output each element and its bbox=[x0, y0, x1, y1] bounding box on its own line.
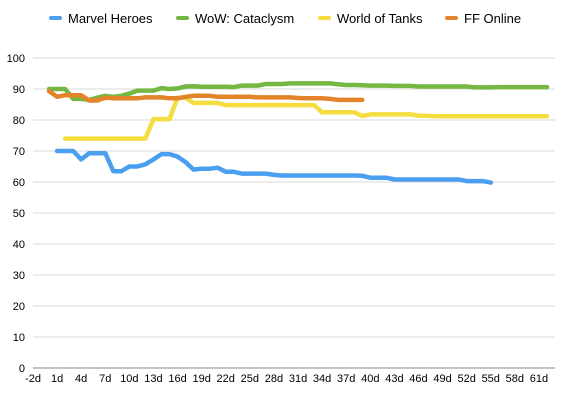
legend-swatch-marvel-heroes bbox=[49, 16, 62, 20]
x-tick-label: 52d bbox=[457, 373, 475, 385]
y-tick-label: 60 bbox=[13, 177, 25, 189]
x-tick-label: 37d bbox=[337, 373, 355, 385]
x-tick-label: -2d bbox=[25, 373, 41, 385]
x-tick-label: 43d bbox=[385, 373, 403, 385]
x-tick-label: 61d bbox=[530, 373, 548, 385]
series-line-ff-online bbox=[46, 88, 365, 103]
x-tick-label: 10d bbox=[120, 373, 138, 385]
grid bbox=[33, 57, 555, 369]
x-tick-label: 22d bbox=[217, 373, 235, 385]
legend-label-marvel-heroes: Marvel Heroes bbox=[68, 11, 153, 26]
x-tick-label: 58d bbox=[506, 373, 524, 385]
x-tick-label: 7d bbox=[99, 373, 111, 385]
legend-item: FF Online bbox=[445, 11, 521, 26]
x-tick-label: 46d bbox=[409, 373, 427, 385]
x-tick-label: 31d bbox=[289, 373, 307, 385]
x-tick-label: 49d bbox=[433, 373, 451, 385]
x-tick-label: 34d bbox=[313, 373, 331, 385]
y-tick-label: 20 bbox=[13, 301, 25, 313]
y-axis: 0 10 20 30 40 50 60 70 80 90 100 bbox=[7, 53, 25, 375]
legend-item: WoW: Cataclysm bbox=[176, 11, 294, 26]
legend-label-world-of-tanks: World of Tanks bbox=[337, 11, 423, 26]
y-tick-label: 10 bbox=[13, 332, 25, 344]
x-tick-label: 25d bbox=[241, 373, 259, 385]
y-tick-label: 90 bbox=[13, 84, 25, 96]
x-tick-label: 1d bbox=[51, 373, 63, 385]
legend-item: World of Tanks bbox=[318, 11, 423, 26]
x-axis: -2d 1d 4d 7d 10d 13d 16d 19d 22d 25d 28d 31d 34d 37d 4… bbox=[25, 373, 548, 385]
x-tick-label: 19d bbox=[192, 373, 210, 385]
legend: Marvel Heroes WoW: Cataclysm World of Ta… bbox=[49, 11, 521, 26]
y-tick-label: 70 bbox=[13, 146, 25, 158]
legend-swatch-wow-cataclysm bbox=[176, 16, 189, 20]
legend-swatch-world-of-tanks bbox=[318, 16, 331, 20]
series-line-marvel-heroes bbox=[54, 148, 494, 185]
y-tick-label: 100 bbox=[7, 53, 25, 65]
legend-label-ff-online: FF Online bbox=[464, 11, 521, 26]
series-line-wow-cataclysm bbox=[46, 81, 550, 103]
x-tick-label: 13d bbox=[144, 373, 162, 385]
x-tick-label: 4d bbox=[75, 373, 87, 385]
x-tick-label: 28d bbox=[265, 373, 283, 385]
x-tick-label: 16d bbox=[168, 373, 186, 385]
legend-label-wow-cataclysm: WoW: Cataclysm bbox=[195, 11, 294, 26]
legend-swatch-ff-online bbox=[445, 16, 458, 20]
y-tick-label: 40 bbox=[13, 239, 25, 251]
y-tick-label: 80 bbox=[13, 115, 25, 127]
series-line-world-of-tanks bbox=[62, 95, 550, 141]
x-tick-label: 40d bbox=[361, 373, 379, 385]
plot-area bbox=[46, 81, 550, 185]
y-tick-label: 30 bbox=[13, 270, 25, 282]
legend-item: Marvel Heroes bbox=[49, 11, 153, 26]
x-tick-label: 55d bbox=[482, 373, 500, 385]
y-tick-label: 50 bbox=[13, 208, 25, 220]
y-tick-label: 0 bbox=[19, 363, 25, 375]
